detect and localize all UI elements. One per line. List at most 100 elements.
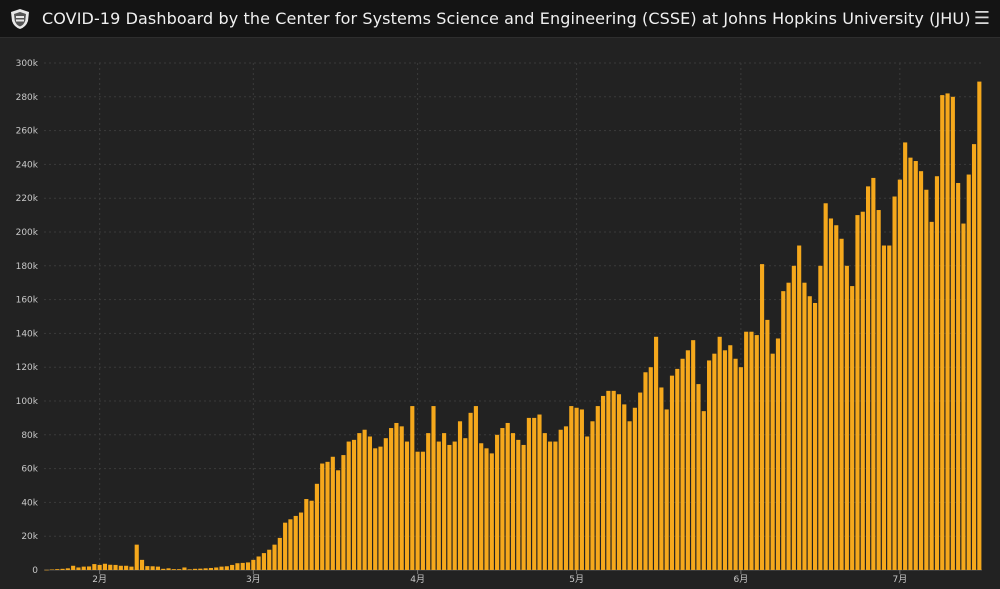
bar[interactable]	[277, 537, 282, 570]
bar[interactable]	[934, 176, 940, 571]
bar[interactable]	[537, 414, 542, 570]
bar[interactable]	[399, 426, 404, 570]
bar[interactable]	[601, 395, 606, 570]
bar[interactable]	[288, 519, 293, 570]
bar[interactable]	[866, 186, 871, 570]
bar[interactable]	[203, 568, 208, 570]
bar[interactable]	[283, 522, 288, 570]
bar[interactable]	[850, 286, 855, 570]
bar[interactable]	[887, 245, 892, 570]
bar[interactable]	[309, 500, 314, 570]
bar[interactable]	[495, 434, 500, 570]
bar[interactable]	[187, 569, 192, 570]
bar[interactable]	[198, 568, 203, 570]
bar[interactable]	[569, 406, 574, 570]
bar[interactable]	[251, 559, 256, 570]
bar[interactable]	[760, 264, 765, 570]
bar[interactable]	[134, 544, 139, 570]
bar[interactable]	[505, 422, 510, 570]
bar[interactable]	[807, 296, 812, 570]
bar[interactable]	[224, 566, 229, 570]
bar[interactable]	[717, 336, 722, 570]
bar[interactable]	[839, 238, 844, 570]
bar[interactable]	[956, 182, 961, 571]
bar[interactable]	[659, 387, 664, 570]
bar[interactable]	[500, 428, 505, 570]
bar[interactable]	[622, 404, 627, 570]
bar[interactable]	[420, 451, 425, 570]
bar[interactable]	[484, 448, 489, 570]
bar[interactable]	[325, 461, 330, 570]
bar[interactable]	[102, 563, 108, 570]
bar[interactable]	[749, 331, 754, 570]
bar[interactable]	[961, 223, 966, 571]
bar[interactable]	[638, 392, 643, 570]
bar[interactable]	[945, 93, 950, 571]
bar[interactable]	[913, 161, 918, 570]
bar[interactable]	[871, 177, 876, 571]
bar[interactable]	[775, 338, 781, 570]
bar[interactable]	[950, 96, 955, 571]
bar[interactable]	[245, 562, 251, 570]
bar[interactable]	[940, 95, 945, 571]
bar[interactable]	[844, 265, 849, 570]
bar[interactable]	[611, 390, 616, 570]
bar[interactable]	[320, 463, 325, 570]
bar[interactable]	[834, 225, 839, 571]
bar[interactable]	[643, 372, 648, 570]
bar[interactable]	[304, 499, 309, 570]
bar[interactable]	[293, 515, 298, 570]
bar[interactable]	[314, 483, 319, 570]
bar[interactable]	[86, 566, 92, 570]
bar[interactable]	[654, 336, 659, 570]
bar[interactable]	[431, 406, 436, 570]
bar[interactable]	[351, 439, 357, 570]
bar[interactable]	[108, 564, 113, 570]
bar[interactable]	[81, 566, 86, 570]
bar[interactable]	[903, 142, 908, 570]
bar[interactable]	[60, 568, 65, 570]
bar[interactable]	[208, 567, 213, 570]
bar[interactable]	[346, 441, 351, 570]
bar[interactable]	[378, 446, 383, 570]
bar[interactable]	[49, 569, 55, 570]
bar[interactable]	[590, 421, 595, 570]
bar[interactable]	[97, 564, 102, 570]
bar[interactable]	[786, 282, 791, 570]
bar[interactable]	[818, 265, 823, 570]
bar[interactable]	[166, 568, 171, 570]
bar[interactable]	[616, 394, 622, 570]
bar[interactable]	[261, 553, 266, 570]
bar[interactable]	[966, 174, 971, 571]
bar[interactable]	[145, 566, 150, 570]
bar[interactable]	[516, 439, 521, 570]
bar[interactable]	[722, 350, 728, 570]
bar[interactable]	[155, 566, 160, 570]
bar[interactable]	[404, 441, 410, 570]
bar[interactable]	[738, 367, 743, 570]
bar[interactable]	[558, 429, 563, 570]
bar[interactable]	[161, 568, 166, 570]
bar[interactable]	[770, 353, 775, 570]
bar[interactable]	[696, 384, 701, 570]
bar[interactable]	[892, 196, 897, 570]
bar[interactable]	[929, 221, 934, 571]
bar[interactable]	[367, 436, 372, 570]
bar[interactable]	[828, 218, 834, 571]
bar[interactable]	[230, 564, 235, 570]
bar[interactable]	[118, 565, 123, 570]
bar[interactable]	[765, 319, 770, 570]
bar[interactable]	[876, 210, 881, 570]
bar[interactable]	[881, 245, 887, 570]
bar[interactable]	[240, 562, 245, 570]
bar[interactable]	[707, 360, 712, 570]
bar[interactable]	[447, 444, 452, 570]
bar[interactable]	[924, 189, 929, 570]
bar[interactable]	[362, 429, 367, 570]
bar[interactable]	[781, 291, 786, 570]
bar[interactable]	[55, 569, 60, 570]
bar[interactable]	[129, 566, 134, 570]
bar[interactable]	[171, 569, 176, 570]
bar[interactable]	[357, 433, 362, 570]
bar[interactable]	[177, 569, 182, 570]
